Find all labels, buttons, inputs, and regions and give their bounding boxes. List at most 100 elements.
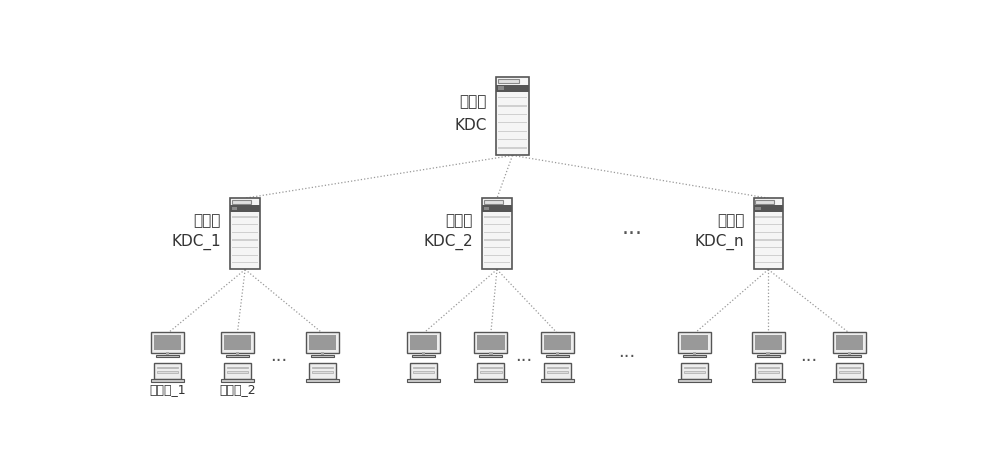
Bar <box>157 367 178 369</box>
Bar <box>232 224 258 225</box>
Bar <box>484 206 489 210</box>
Bar <box>166 352 169 357</box>
Bar <box>232 239 258 240</box>
Bar <box>224 335 251 350</box>
Bar <box>758 371 779 373</box>
Bar <box>474 380 507 382</box>
Bar <box>480 367 502 369</box>
Bar <box>477 363 504 379</box>
Text: 总部级: 总部级 <box>460 94 487 110</box>
Bar <box>407 332 440 352</box>
Text: KDC_n: KDC_n <box>695 234 744 250</box>
Bar <box>413 367 434 369</box>
Bar <box>232 255 258 256</box>
Bar <box>306 380 339 382</box>
Bar <box>230 205 260 212</box>
Text: 地区级: 地区级 <box>446 213 473 228</box>
Bar <box>498 86 504 90</box>
Bar <box>309 335 336 350</box>
Bar <box>151 332 184 352</box>
Bar <box>479 355 502 357</box>
Bar <box>496 77 529 156</box>
Bar <box>541 332 574 352</box>
Bar <box>752 380 785 382</box>
Bar <box>311 355 334 357</box>
Bar <box>413 371 434 373</box>
Bar <box>678 332 711 352</box>
Bar <box>498 122 527 124</box>
Bar <box>752 332 785 352</box>
Bar <box>684 371 705 373</box>
Bar <box>684 367 705 369</box>
Bar <box>221 332 254 352</box>
Bar <box>848 352 851 357</box>
Bar <box>498 114 527 115</box>
Bar <box>556 352 559 357</box>
Bar <box>755 216 782 218</box>
Bar <box>498 131 527 132</box>
Bar <box>836 363 863 379</box>
Text: 充电站_2: 充电站_2 <box>219 383 256 396</box>
Text: ···: ··· <box>800 352 817 370</box>
Bar <box>489 352 493 357</box>
Bar <box>755 232 782 233</box>
Bar <box>498 139 527 140</box>
Text: 地区级: 地区级 <box>717 213 744 228</box>
Bar <box>484 232 510 233</box>
Bar <box>230 198 260 269</box>
Bar <box>232 206 237 210</box>
Bar <box>484 216 510 218</box>
Bar <box>681 363 708 379</box>
Bar <box>839 371 860 373</box>
Text: ···: ··· <box>270 352 287 370</box>
Bar <box>321 352 324 357</box>
Bar <box>224 363 251 379</box>
Bar <box>683 355 706 357</box>
Bar <box>546 355 569 357</box>
Text: KDC_1: KDC_1 <box>171 234 221 250</box>
Bar <box>484 200 503 204</box>
Bar <box>306 332 339 352</box>
Bar <box>410 363 437 379</box>
Bar <box>755 224 782 225</box>
Text: ···: ··· <box>622 224 643 244</box>
Bar <box>227 371 248 373</box>
Bar <box>151 380 184 382</box>
Bar <box>544 363 571 379</box>
Bar <box>232 200 251 204</box>
Bar <box>755 262 782 263</box>
Bar <box>232 216 258 218</box>
Text: KDC_2: KDC_2 <box>423 234 473 250</box>
Bar <box>681 335 708 350</box>
Bar <box>484 247 510 248</box>
Bar <box>312 371 333 373</box>
Bar <box>496 85 529 92</box>
Bar <box>157 371 178 373</box>
Bar <box>755 200 774 204</box>
Bar <box>412 355 435 357</box>
Bar <box>407 380 440 382</box>
Bar <box>484 224 510 225</box>
Bar <box>755 363 782 379</box>
Bar <box>482 205 512 212</box>
Bar <box>541 380 574 382</box>
Bar <box>755 335 782 350</box>
Bar <box>547 367 568 369</box>
Bar <box>547 371 568 373</box>
Bar <box>312 367 333 369</box>
Bar <box>309 363 336 379</box>
Bar <box>754 198 783 269</box>
Bar <box>477 335 505 350</box>
Bar <box>755 239 782 240</box>
Bar <box>833 332 866 352</box>
Text: KDC: KDC <box>455 118 487 133</box>
Bar <box>482 198 512 269</box>
Bar <box>758 367 779 369</box>
Bar <box>410 335 437 350</box>
Bar <box>836 335 863 350</box>
Bar <box>498 79 519 83</box>
Bar <box>221 380 254 382</box>
Bar <box>480 371 502 373</box>
Text: 充电站_1: 充电站_1 <box>149 383 186 396</box>
Bar <box>838 355 861 357</box>
